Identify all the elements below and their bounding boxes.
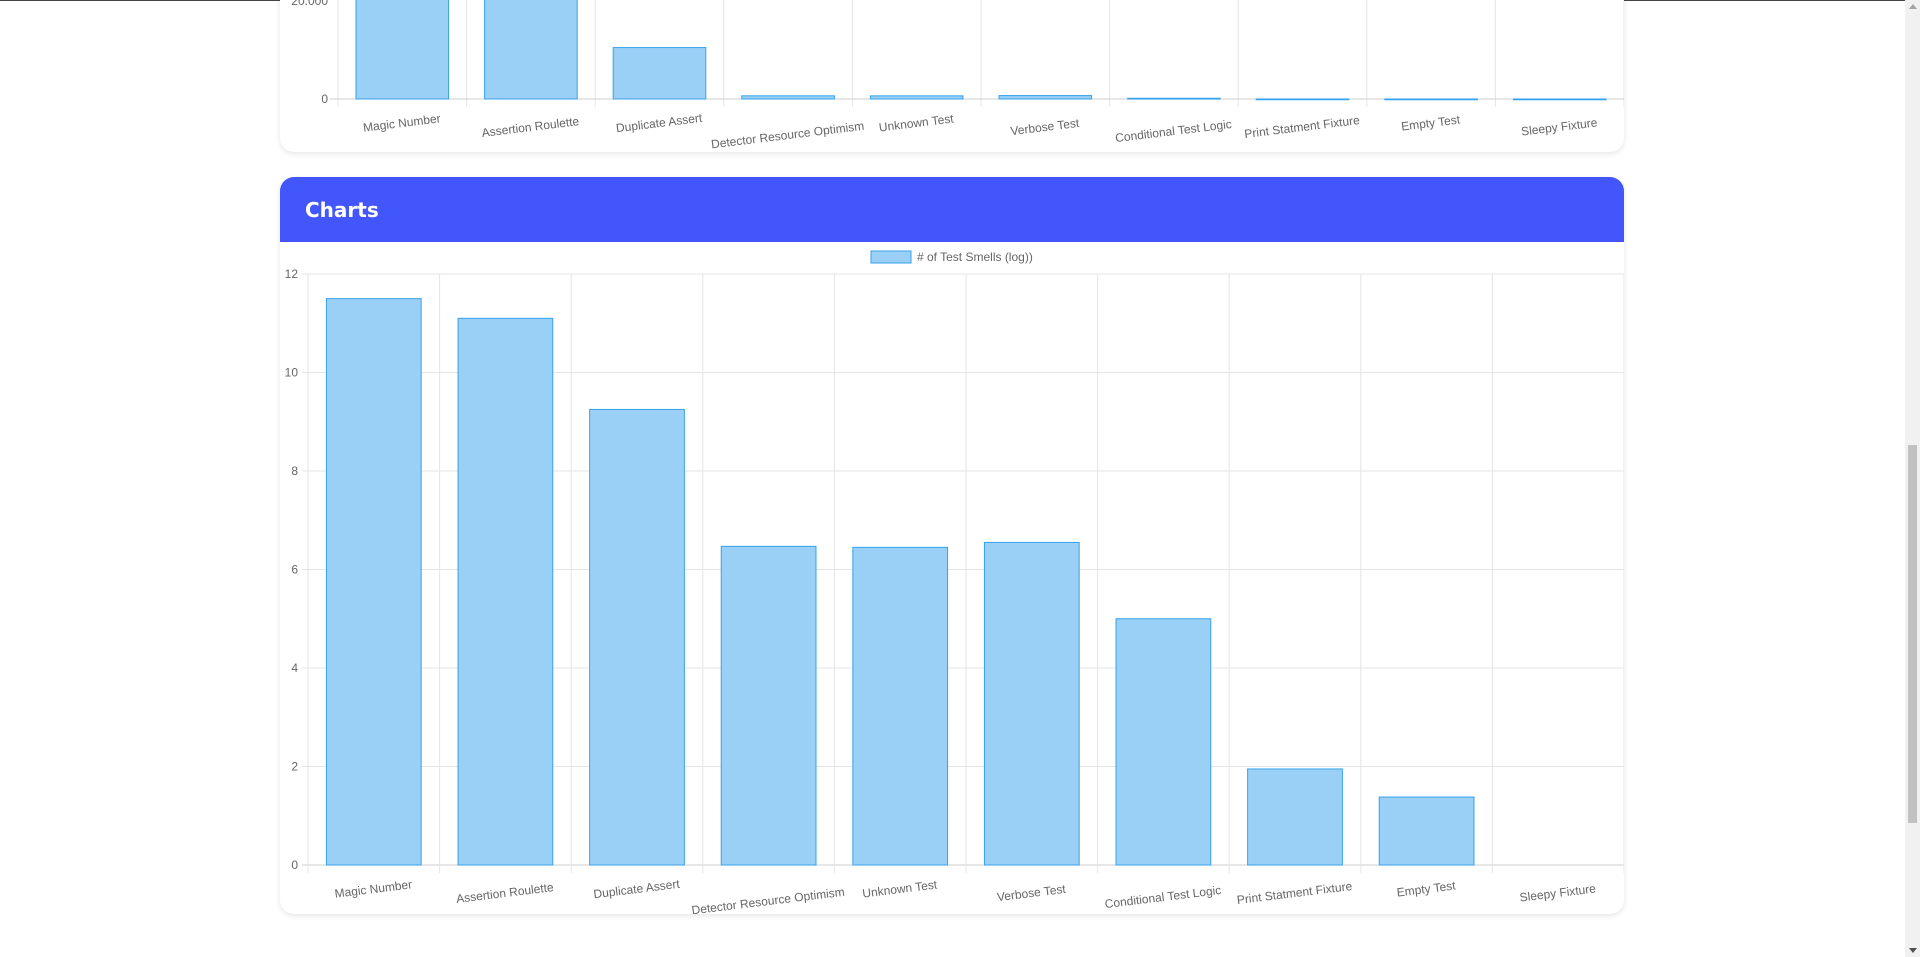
x-tick-label: Duplicate Assert: [615, 111, 703, 136]
bar: [484, 0, 578, 100]
x-tick-label: Assertion Roulette: [455, 880, 554, 906]
bar: [1255, 98, 1350, 101]
test-smells-count-chart: 0 20.000 Magic Number Assertion Roulette Dup…: [291, 0, 1624, 152]
bar: [983, 541, 1080, 866]
y-tick-label: 6: [291, 563, 298, 577]
bar: [1512, 98, 1607, 101]
x-tick-label: Conditional Test Logic: [1104, 883, 1222, 911]
charts-card: Charts 0 2 4 6 8 10 12 Magic Number Assertion Ro…: [280, 177, 1624, 914]
legend-swatch: [870, 250, 912, 264]
bar: [589, 408, 685, 866]
x-tick-label: Print Statment Fixture: [1236, 879, 1353, 907]
x-tick-label: Detector Resource Optimism: [691, 885, 846, 914]
y-tick-label: 4: [291, 661, 298, 675]
x-tick-label: Print Statment Fixture: [1244, 113, 1361, 141]
y-tick-label: 20.000: [291, 0, 328, 8]
x-tick-label: Sleepy Fixture: [1520, 115, 1598, 138]
x-tick-label: Unknown Test: [878, 111, 955, 134]
y-tick-label: 10: [285, 366, 299, 380]
bar: [355, 0, 450, 100]
scrollbar-thumb[interactable]: [1908, 445, 1917, 823]
bar: [1378, 796, 1475, 866]
y-tick-label: 8: [291, 464, 298, 478]
page-scrollbar[interactable]: [1905, 0, 1920, 957]
x-tick-label: Detector Resource Optimism: [710, 119, 865, 152]
legend: # of Test Smells (log)): [870, 250, 1033, 264]
x-tick-label: Magic Number: [334, 877, 413, 900]
bar: [741, 95, 835, 100]
x-tick-label: Conditional Test Logic: [1114, 117, 1232, 145]
x-tick-label: Empty Test: [1396, 878, 1457, 899]
bar: [612, 47, 707, 100]
test-smells-log-chart: 0 2 4 6 8 10 12 Magic Number Assertion Roulette D…: [285, 250, 1624, 914]
bar: [869, 95, 964, 100]
x-tick-label: Unknown Test: [862, 877, 939, 900]
x-tick-label: Assertion Roulette: [481, 114, 580, 140]
y-tick-label: 2: [291, 760, 298, 774]
section-title: Charts: [305, 197, 379, 222]
x-tick-label: Verbose Test: [1010, 116, 1081, 138]
y-tick-label: 0: [321, 92, 328, 106]
bar: [457, 317, 554, 866]
top-chart-card: 0 20.000 Magic Number Assertion Roulette Dup…: [280, 0, 1624, 152]
bar: [998, 95, 1093, 100]
x-tick-label: Empty Test: [1400, 112, 1461, 133]
y-tick-label: 0: [291, 858, 298, 872]
bar: [1384, 98, 1478, 101]
x-tick-label: Verbose Test: [996, 882, 1067, 904]
x-tick-label: Magic Number: [362, 111, 441, 134]
x-tick-label: Sleepy Fixture: [1519, 881, 1597, 904]
scroll-up-arrow-icon[interactable]: [1909, 4, 1917, 9]
x-tick-label: Duplicate Assert: [593, 877, 681, 902]
bar: [1127, 97, 1221, 100]
legend-label: # of Test Smells (log)): [917, 250, 1033, 264]
bar: [325, 298, 422, 866]
bar: [720, 545, 817, 866]
y-tick-label: 12: [285, 267, 299, 281]
bar: [852, 546, 949, 866]
bar: [1247, 768, 1343, 866]
scroll-down-arrow-icon[interactable]: [1909, 948, 1917, 953]
charts-section-header: Charts: [280, 177, 1624, 242]
bar: [1115, 618, 1212, 866]
